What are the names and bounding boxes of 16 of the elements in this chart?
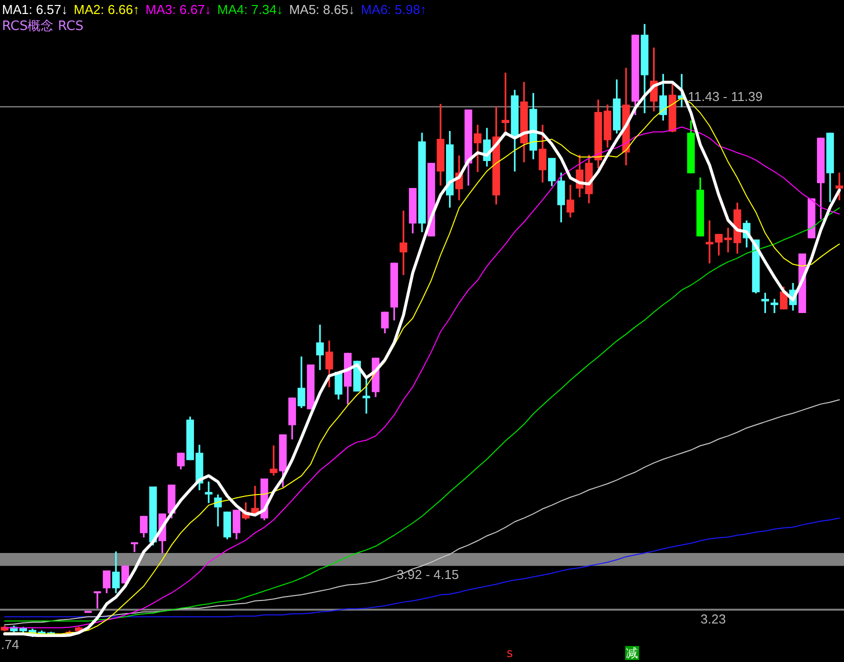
annotation: .74 <box>1 637 20 652</box>
text: s <box>506 646 513 660</box>
band-label: 3.23 <box>700 612 726 627</box>
text: MA1: 6.57↓ <box>2 2 68 17</box>
candlestick <box>502 72 510 134</box>
candlestick <box>770 298 778 314</box>
text: MA6: 5.98↑ <box>360 2 427 17</box>
band-label: 11.43 - 11.39 <box>688 89 763 104</box>
text: MA5: 8.65↓ <box>289 2 355 17</box>
text: MA4: 7.34↓ <box>217 2 284 17</box>
text: MA2: 6.66↑ <box>74 2 140 17</box>
band-label: 3.92 - 4.15 <box>396 566 459 582</box>
text: MA3: 6.67↓ <box>146 2 212 17</box>
chart-subtitle: RCS概念 RCS <box>2 19 84 35</box>
text: 减 <box>626 646 638 660</box>
candlestick <box>400 210 408 276</box>
